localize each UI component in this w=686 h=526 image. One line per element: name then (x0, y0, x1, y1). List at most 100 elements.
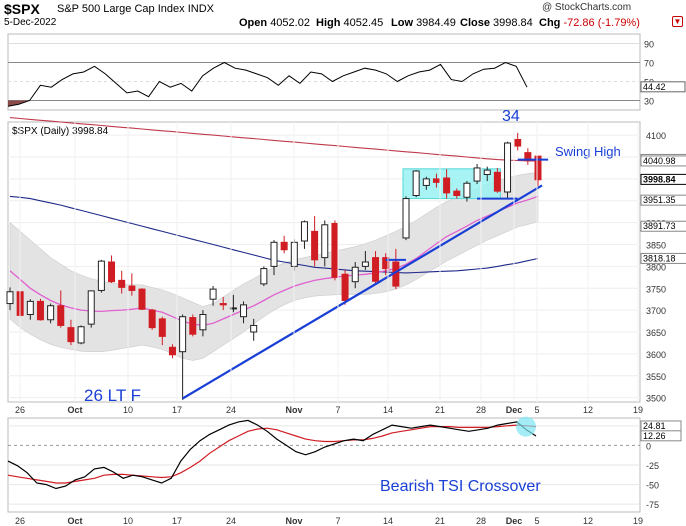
rsi-line (7, 61, 528, 107)
tsi-line (7, 419, 537, 490)
tsi-x-axis-label: 19 (633, 516, 643, 526)
price-tag (640, 155, 686, 167)
x-axis-label: 28 (476, 405, 486, 415)
price-tick-label: 3800 (646, 262, 666, 272)
candle-body (250, 324, 258, 333)
price-tag-text: 3818.18 (643, 253, 676, 263)
candle-body (311, 230, 319, 261)
exchange-label: INDX (187, 3, 214, 15)
price-tick-label: 3550 (646, 372, 666, 382)
price-tag (640, 194, 686, 206)
candle-body (473, 167, 481, 182)
candle-body (300, 221, 308, 242)
candle-body (270, 241, 278, 267)
watermark[interactable]: @ StockCharts.com (542, 2, 632, 13)
tsi-x-axis-label: 5 (534, 516, 539, 526)
lt-label: 26 LT F (84, 386, 141, 405)
candle-body (209, 288, 217, 300)
candle-body (351, 266, 359, 283)
low-label: Low (391, 17, 413, 29)
rsi-value-tag (640, 81, 686, 93)
rsi-tick-label: 90 (644, 40, 654, 50)
x-axis-label: 24 (226, 405, 236, 415)
index-name: S&P 500 Large Cap Index INDX (57, 3, 214, 15)
price-tick-label: 3700 (646, 306, 666, 316)
price-tag-text: 4040.98 (643, 156, 676, 166)
x-axis-label: 26 (15, 405, 25, 415)
candle-body (463, 182, 471, 198)
price-tick-label: 3750 (646, 284, 666, 294)
price-tag-text: 3891.73 (643, 221, 676, 231)
high-value: 4052.45 (343, 17, 384, 29)
tsi-tick-label: -25 (646, 461, 659, 471)
x-axis-label: 14 (383, 405, 393, 415)
candle-body (128, 285, 136, 291)
tsi-x-axis-label: Oct (67, 516, 82, 526)
tsi-x-axis-label: 14 (383, 516, 393, 526)
candle-body (6, 291, 14, 305)
tsi-x-axis-label: 17 (172, 516, 182, 526)
candle-body (118, 279, 126, 288)
candle-body (483, 169, 491, 175)
price-tick-label: 3850 (646, 241, 666, 251)
tsi-x-axis-label: 24 (226, 516, 236, 526)
x-axis-label: 5 (534, 405, 539, 415)
tsi-x-axis-label: 12 (583, 516, 593, 526)
close-value: 3998.84 (493, 17, 533, 29)
candle-body (199, 314, 207, 331)
down-triangle-icon[interactable]: ▼ (672, 16, 683, 27)
ohlc-low: Low 3984.49 (391, 17, 456, 29)
x-axis-label: 19 (633, 405, 643, 415)
rsi-tick-label: 70 (644, 59, 654, 69)
candle-body (372, 257, 380, 282)
tsi-value-tag (640, 430, 682, 442)
candle-body (77, 326, 85, 344)
candle-body (179, 316, 187, 353)
candle-body (158, 318, 166, 337)
candle-body (453, 190, 461, 196)
tsi-x-axis-label: 10 (123, 516, 133, 526)
candle-body (341, 273, 349, 301)
price-tick-label: 4100 (646, 131, 666, 141)
candle-body (361, 261, 369, 267)
price-tag (640, 252, 686, 264)
count-label: 34 (502, 108, 520, 125)
tsi-annotation: Bearish TSI Crossover (380, 478, 541, 495)
candle-body (260, 268, 268, 285)
candle-body (412, 170, 420, 196)
chart-date: 5-Dec-2022 (4, 17, 57, 28)
candle-body (493, 171, 501, 192)
chg-label: Chg (539, 17, 561, 29)
candle-body (97, 260, 105, 291)
low-value: 3984.49 (416, 17, 456, 29)
ticker-symbol: $SPX (4, 1, 40, 17)
candle-body (504, 142, 512, 193)
ma-pink-line (9, 195, 539, 327)
price-tick-label: 3650 (646, 328, 666, 338)
x-axis-label: Dec (506, 405, 523, 415)
ohlc-high: High 4052.45 (316, 17, 383, 29)
x-axis-label: 21 (435, 405, 445, 415)
candle-body (443, 177, 451, 194)
candle-body (189, 317, 197, 335)
candle-body (229, 307, 237, 310)
tsi-x-axis-label: Nov (285, 516, 302, 526)
candle-body (280, 241, 288, 251)
price-tag-text: 3998.84 (643, 174, 676, 184)
tsi-x-axis-label: 7 (335, 516, 340, 526)
candle-body (402, 198, 410, 239)
x-axis-label: Nov (285, 405, 302, 415)
price-tick-label: 3600 (646, 350, 666, 360)
open-label: Open (239, 17, 268, 29)
price-tick-label: 3500 (646, 394, 666, 404)
candle-body (219, 303, 227, 306)
tsi-x-axis-label: 21 (435, 516, 445, 526)
candle-body (57, 305, 65, 326)
x-axis-label: 12 (583, 405, 593, 415)
tsi-x-axis-label: 28 (476, 516, 486, 526)
price-tag (640, 173, 686, 185)
tsi-tick-label: 0 (646, 441, 651, 451)
x-axis-label: Oct (67, 405, 82, 415)
index-name-text: S&P 500 Large Cap Index (57, 3, 185, 15)
